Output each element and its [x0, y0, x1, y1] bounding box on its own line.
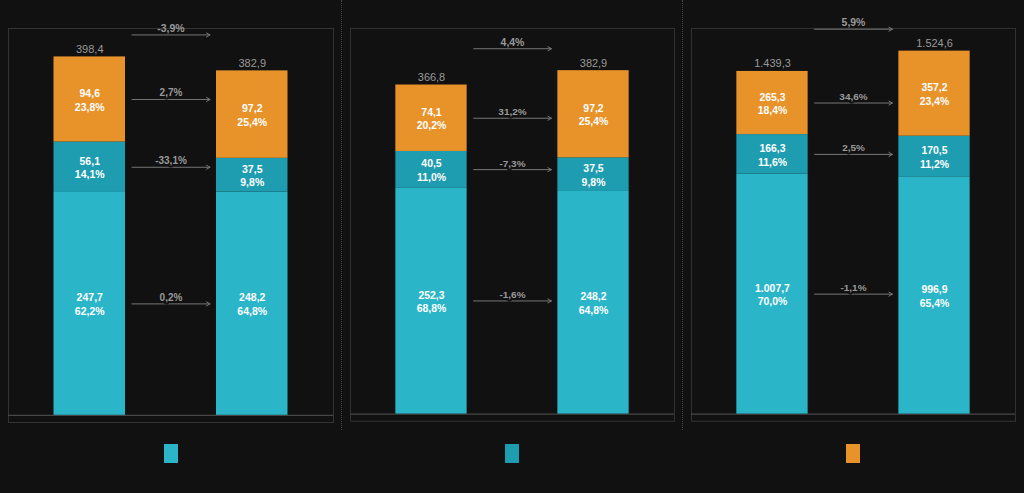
svg-text:-33,1%: -33,1%	[155, 155, 187, 166]
svg-text:97,225,4%: 97,225,4%	[579, 103, 609, 128]
svg-text:-1,6%: -1,6%	[499, 289, 525, 300]
svg-text:1.007,770,0%: 1.007,770,0%	[755, 283, 790, 308]
svg-text:166,311,6%: 166,311,6%	[758, 143, 788, 168]
svg-text:-3,9%: -3,9%	[157, 22, 185, 34]
svg-text:97,225,4%: 97,225,4%	[237, 102, 267, 128]
svg-text:40,511,0%: 40,511,0%	[417, 158, 447, 183]
svg-text:1.439,3: 1.439,3	[754, 57, 791, 69]
svg-text:37,59,8%: 37,59,8%	[240, 163, 265, 189]
svg-text:248,264,8%: 248,264,8%	[579, 291, 609, 316]
svg-text:4,4%: 4,4%	[501, 37, 526, 48]
svg-text:0,2%: 0,2%	[160, 292, 183, 303]
svg-text:2,7%: 2,7%	[160, 87, 183, 98]
svg-text:37,59,8%: 37,59,8%	[582, 163, 607, 188]
svg-text:366,8: 366,8	[418, 71, 445, 83]
svg-text:-7,3%: -7,3%	[499, 158, 525, 169]
svg-text:248,264,8%: 248,264,8%	[237, 291, 267, 317]
svg-text:2,5%: 2,5%	[842, 142, 865, 153]
svg-text:357,223,4%: 357,223,4%	[920, 82, 950, 107]
svg-text:265,318,4%: 265,318,4%	[758, 92, 788, 117]
svg-text:74,120,2%: 74,120,2%	[417, 107, 447, 132]
svg-text:247,762,2%: 247,762,2%	[75, 291, 105, 317]
svg-text:34,6%: 34,6%	[839, 91, 867, 102]
svg-text:382,9: 382,9	[238, 57, 266, 69]
svg-text:252,368,8%: 252,368,8%	[417, 289, 447, 314]
svg-text:170,511,2%: 170,511,2%	[920, 145, 950, 170]
svg-text:1.524,6: 1.524,6	[916, 37, 953, 49]
svg-text:382,9: 382,9	[580, 57, 607, 69]
svg-text:996,965,4%: 996,965,4%	[920, 284, 950, 309]
svg-text:-1,1%: -1,1%	[840, 282, 866, 293]
svg-text:56,114,1%: 56,114,1%	[75, 155, 105, 181]
svg-text:398,4: 398,4	[76, 43, 104, 55]
svg-text:5,9%: 5,9%	[842, 17, 867, 28]
svg-text:94,623,8%: 94,623,8%	[75, 87, 105, 113]
svg-text:31,2%: 31,2%	[498, 106, 526, 117]
